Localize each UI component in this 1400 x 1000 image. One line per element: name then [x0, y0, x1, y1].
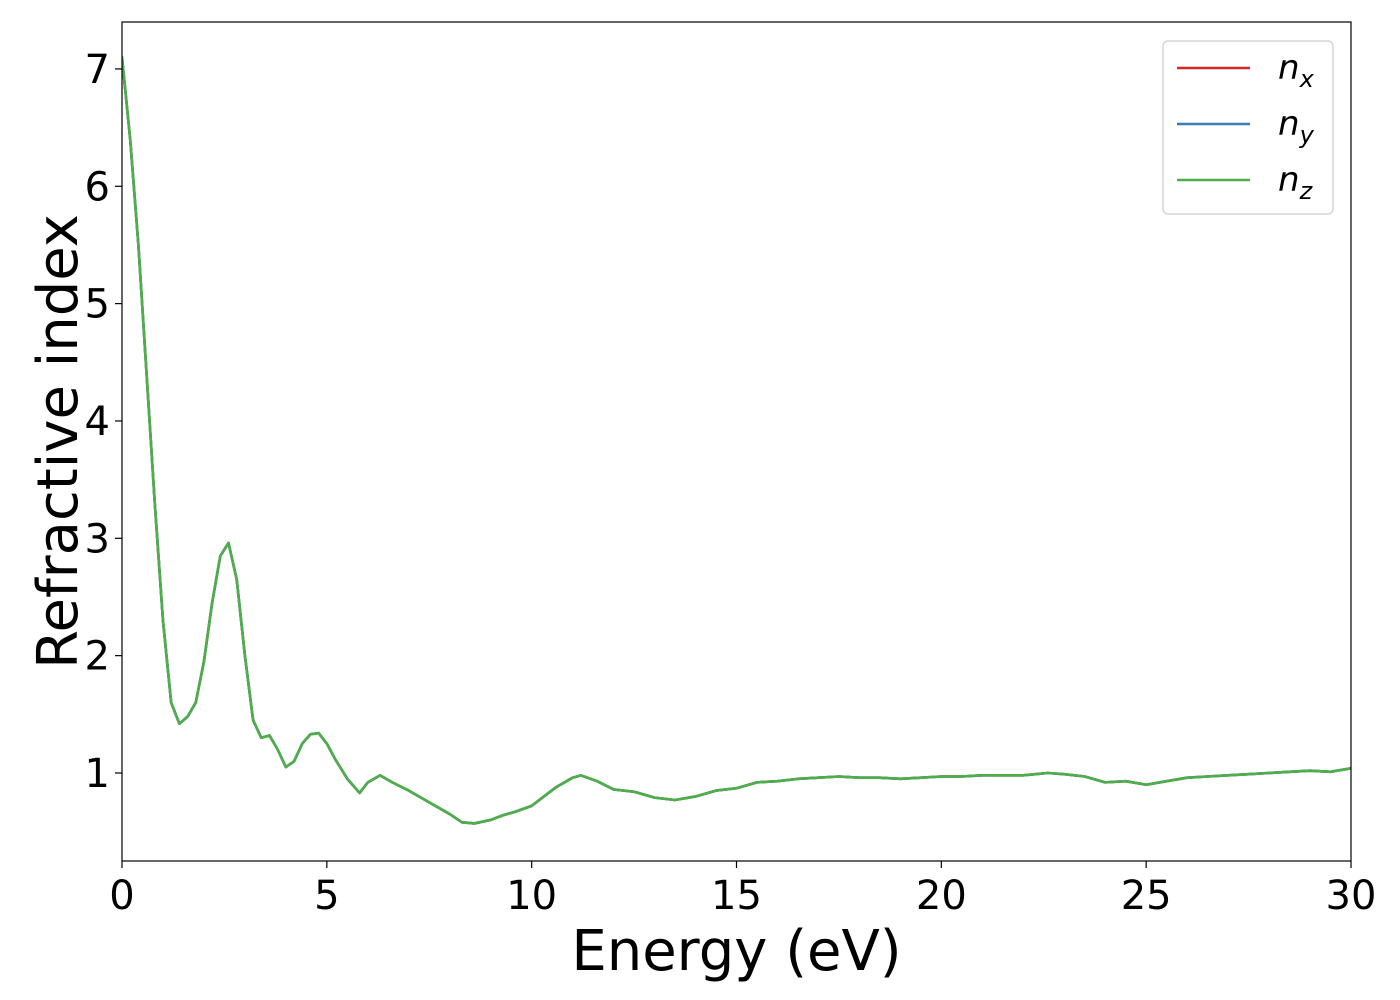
x-tick-label: 15 — [711, 873, 762, 919]
y-tick-label: 2 — [85, 634, 110, 680]
x-tick-label: 20 — [916, 873, 967, 919]
y-axis-ticks: 1 2 3 4 5 6 7 — [85, 47, 122, 797]
x-tick-label: 30 — [1326, 873, 1377, 919]
series-layer — [122, 55, 1351, 825]
x-tick-label: 25 — [1121, 873, 1172, 919]
y-tick-label: 6 — [85, 164, 110, 210]
y-tick-label: 1 — [85, 751, 110, 797]
legend: nx ny nz — [1162, 40, 1334, 215]
legend-label-x: nx — [1278, 48, 1315, 93]
legend-label-y: ny — [1278, 104, 1315, 149]
legend-label-z: nz — [1278, 160, 1314, 205]
x-axis-ticks: 0 5 10 15 20 25 30 — [109, 861, 1376, 919]
legend-box — [1162, 40, 1334, 215]
x-tick-label: 0 — [109, 873, 134, 919]
x-axis-title: Energy (eV) — [571, 919, 901, 984]
series-line-z — [122, 55, 1351, 825]
y-axis-title: Refractive index — [26, 214, 91, 669]
y-tick-label: 7 — [85, 47, 110, 93]
x-tick-label: 10 — [506, 873, 557, 919]
x-tick-label: 5 — [314, 873, 339, 919]
y-tick-label: 3 — [85, 516, 110, 562]
y-tick-label: 5 — [85, 282, 110, 328]
y-tick-label: 4 — [85, 399, 110, 445]
